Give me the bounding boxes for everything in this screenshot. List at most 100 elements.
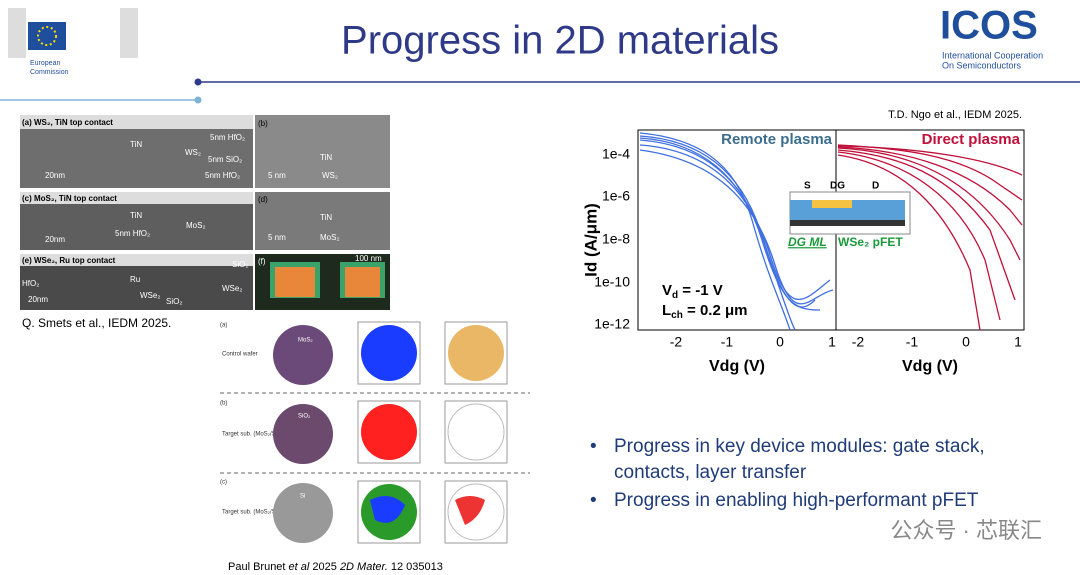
image-label: HfO₂	[22, 279, 39, 288]
image-label: 20nm	[28, 295, 48, 304]
title: Progress in 2D materials	[341, 19, 779, 63]
image-label: 5nm HfO₂	[205, 171, 240, 180]
image-label: 5nm HfO₂	[115, 229, 150, 238]
row-label: Control wafer	[222, 352, 258, 358]
x-tick-label: 1	[1014, 334, 1022, 350]
annotation-part: = 0.2 μm	[683, 302, 748, 319]
image-label: Ru	[130, 275, 140, 284]
inset-label: DG	[830, 181, 845, 192]
caption: Q. Smets et al., IEDM 2025.	[22, 316, 171, 330]
image-label: 5 nm	[268, 233, 286, 242]
x-tick-label: 1	[828, 334, 836, 350]
panel-label: (b)	[220, 401, 227, 407]
inset-label: S	[804, 181, 811, 192]
caption-part: Paul Brunet	[228, 561, 289, 573]
annotation: Lch = 0.2 μm	[662, 302, 747, 321]
y-tick-label: 1e-6	[602, 188, 630, 204]
y-tick-label: 1e-4	[602, 146, 630, 162]
logo-text: Commission	[30, 69, 69, 76]
panel-label: (d)	[258, 195, 268, 204]
rule-dot	[194, 78, 202, 86]
annotation-part: d	[672, 290, 678, 301]
panel-label: (c)	[220, 480, 227, 486]
x-tick-label: -1	[906, 334, 919, 350]
image-label: TiN	[130, 211, 142, 220]
image-label: WS₂	[185, 148, 201, 157]
wafer-figure: (a) Control wafer MoS₂ (b) Target sub. (…	[220, 321, 530, 544]
image-label: MoS₂	[186, 221, 206, 230]
inset-label: D	[872, 181, 879, 192]
image-label: SiO₂	[166, 297, 182, 306]
panel-label: (b)	[258, 119, 268, 128]
x-tick-label: -2	[852, 334, 865, 350]
rule-dot	[194, 96, 202, 104]
caption-part: 2025	[309, 561, 340, 573]
curves-remote	[639, 132, 834, 331]
tem-figure: (a) WS₂, TiN top contact (b) (c) MoS₂, T…	[20, 115, 390, 310]
logo-text: On Semiconductors	[942, 60, 1022, 70]
logo-text: International Cooperation	[942, 50, 1043, 60]
image-label: MoS₂	[320, 233, 340, 242]
image-label: Si	[300, 494, 305, 500]
y-tick-label: 1e-12	[594, 316, 630, 332]
caption-part: 12 035013	[388, 561, 443, 573]
panel-label: (c) MoS₂, TiN top contact	[22, 194, 117, 203]
image-label: SiO₂	[232, 260, 248, 269]
panel-title: Remote plasma	[721, 131, 833, 148]
logo-name: ICOS	[940, 4, 1038, 48]
panel-label: (a) WS₂, TiN top contact	[22, 118, 113, 127]
image-label: TiN	[130, 140, 142, 149]
row-label: Target sub. (MoS₂/SiO₂)	[222, 432, 286, 438]
panel-title: Direct plasma	[922, 131, 1021, 148]
caption: Paul Brunet et al 2025 2D Mater. 12 0350…	[228, 561, 443, 573]
x-tick-label: -2	[670, 334, 683, 350]
row-label: Target sub. (MoS₂/Si)	[222, 510, 279, 516]
logo-text: European	[30, 60, 60, 67]
plot: 1e-4 1e-6 1e-8 1e-10 1e-12 Id (A/μm) -2 …	[581, 129, 1025, 375]
caption-part: 2D Mater.	[339, 561, 388, 573]
bullet: Progress in key device modules: gate sta…	[590, 434, 1054, 486]
y-tick-label: 1e-8	[602, 231, 630, 247]
y-axis-label: Id (A/μm)	[581, 203, 600, 277]
image-label: 5nm SiO₂	[208, 155, 242, 164]
y-tick-label: 1e-10	[594, 274, 630, 290]
panel-label: (f)	[258, 257, 266, 266]
icos-logo: ICOS International Cooperation On Semico…	[940, 4, 1043, 71]
caption-part: et al	[289, 561, 310, 573]
watermark: 公众号 · 芯联汇	[890, 518, 1042, 543]
image-label: MoS₂	[298, 338, 313, 344]
inset-label: DG ML	[788, 235, 827, 249]
eu-logo: European Commission	[8, 8, 138, 76]
panel-label: (a)	[220, 323, 227, 329]
x-tick-label: -1	[721, 334, 734, 350]
annotation-part: L	[662, 302, 671, 319]
x-axis-label: Vdg (V)	[902, 358, 958, 375]
annotation: Vd = -1 V	[662, 282, 723, 301]
image-label: WSe₂	[140, 291, 160, 300]
annotation-part: = -1 V	[678, 282, 723, 299]
x-axis-label: Vdg (V)	[709, 358, 765, 375]
annotation-part: V	[662, 282, 672, 299]
image-label: 5nm HfO₂	[210, 133, 245, 142]
image-label: WS₂	[322, 171, 338, 180]
inset: S DG D DG ML WSe₂ pFET	[788, 181, 911, 249]
panel-label: (e) WSe₂, Ru top contact	[22, 256, 116, 265]
image-label: 20nm	[45, 171, 65, 180]
inset-label: WSe₂ pFET	[838, 235, 903, 249]
x-tick-label: 0	[962, 334, 970, 350]
bullet: Progress in enabling high-performant pFE…	[590, 488, 1054, 514]
plot-frame	[637, 129, 1025, 331]
image-label: TiN	[320, 213, 332, 222]
x-tick-label: 0	[776, 334, 784, 350]
annotation-part: ch	[671, 310, 683, 321]
image-label: TiN	[320, 153, 332, 162]
reference: T.D. Ngo et al., IEDM 2025.	[888, 109, 1022, 121]
image-label: 20nm	[45, 235, 65, 244]
image-label: 100 nm	[355, 254, 382, 263]
curves-direct	[837, 144, 1023, 331]
image-label: 5 nm	[268, 171, 286, 180]
image-label: SiO₂	[298, 414, 311, 420]
image-label: WSe₂	[222, 284, 242, 293]
